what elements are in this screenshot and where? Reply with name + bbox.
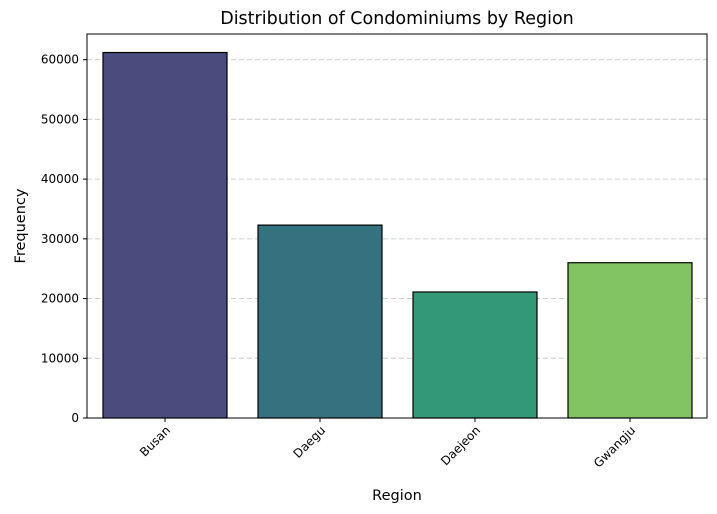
y-tick-label: 20000 (41, 292, 79, 306)
bar-gwangju (567, 262, 693, 419)
x-tick-label: Gwangju (591, 423, 638, 470)
y-tick-label: 10000 (41, 351, 79, 365)
y-tick-label: 60000 (41, 53, 79, 67)
plot-frame (86, 33, 708, 419)
x-axis-ticks: Busan Daegu Daejeon Gwangju (137, 418, 638, 470)
x-tick-label: Daegu (291, 423, 329, 461)
y-tick-label: 0 (71, 411, 79, 425)
bar-daejeon (412, 291, 538, 419)
bars (102, 51, 693, 419)
x-tick-label: Daejeon (438, 423, 483, 468)
bar-busan (102, 51, 228, 419)
bar-daegu (257, 224, 383, 419)
x-tick-label: Busan (137, 423, 173, 459)
y-axis-label: Frequency (13, 188, 29, 263)
x-axis-label: Region (372, 488, 422, 504)
y-tick-label: 30000 (41, 232, 79, 246)
y-tick-label: 40000 (41, 172, 79, 186)
y-tick-label: 50000 (41, 112, 79, 126)
chart-title: Distribution of Condominiums by Region (220, 9, 574, 29)
y-axis-ticks: 0 10000 20000 30000 40000 50000 60000 (41, 53, 87, 425)
